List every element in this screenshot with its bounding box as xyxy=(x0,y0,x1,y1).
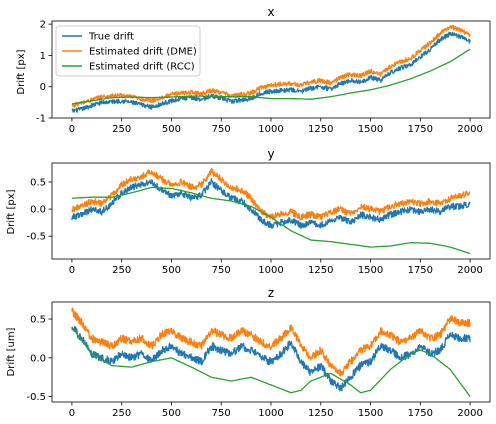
legend-label-true-drift: True drift xyxy=(88,32,134,43)
panel-x-title: x xyxy=(267,5,274,19)
x-tick-label: 0 xyxy=(69,124,75,135)
y-tick-label: -0.5 xyxy=(26,392,46,403)
x-tick-label: 1750 xyxy=(408,124,433,135)
panel-y-ylabel: Drift [px] xyxy=(6,189,17,234)
legend-label-dme: Estimated drift (DME) xyxy=(89,47,197,58)
y-tick-label: -1 xyxy=(36,114,46,125)
x-tick-label: 500 xyxy=(162,265,181,276)
panel-x: x Drift [px] 0 250 500 750 1000 1250 1500 1750 2… xyxy=(16,5,491,135)
panel-z-plot: 0 250 500 750 1000 1250 1500 1750 2000 -0.5 0.0 0.5 xyxy=(26,301,491,419)
series-line-estimated-drift-rcc xyxy=(71,326,471,397)
x-tick-label: 1000 xyxy=(258,408,283,419)
x-tick-label: 750 xyxy=(212,124,231,135)
y-tick-label: 0.0 xyxy=(30,353,46,364)
panel-x-series xyxy=(71,24,471,113)
y-tick-label: 0.5 xyxy=(30,177,46,188)
x-tick-label: 500 xyxy=(162,408,181,419)
x-tick-label: 750 xyxy=(212,265,231,276)
y-tick-label: 0.0 xyxy=(30,205,46,216)
x-tick-label: 1000 xyxy=(258,265,283,276)
x-tick-label: 2000 xyxy=(457,265,482,276)
series-line-true-drift xyxy=(71,325,471,392)
panel-x-plot: 0 250 500 750 1000 1250 1500 1750 2000 -1 0 1 2 xyxy=(36,20,491,135)
y-tick-label: -0.5 xyxy=(26,232,46,243)
x-tick-label: 250 xyxy=(112,124,131,135)
panel-y-series xyxy=(71,167,471,255)
x-tick-label: 750 xyxy=(212,408,231,419)
panel-z-ylabel: Drift [um] xyxy=(6,327,17,376)
y-tick-label: 0.5 xyxy=(30,315,46,326)
x-tick-label: 1750 xyxy=(408,265,433,276)
x-tick-label: 500 xyxy=(162,124,181,135)
panel-y-title: y xyxy=(267,147,274,161)
y-tick-label: 1 xyxy=(40,51,46,62)
series-line-estimated-drift-dme xyxy=(71,307,471,377)
panel-y: y Drift [px] 0 250 500 750 1000 1250 1500 1750 2… xyxy=(6,147,491,276)
legend: True drift Estimated drift (DME) Estimat… xyxy=(55,25,201,77)
x-tick-label: 0 xyxy=(69,265,75,276)
x-tick-label: 0 xyxy=(69,408,75,419)
series-line-estimated-drift-rcc xyxy=(71,48,471,105)
series-line-estimated-drift-rcc xyxy=(71,186,471,255)
panel-y-plot: 0 250 500 750 1000 1250 1500 1750 2000 -0.5 0.0 0.5 xyxy=(26,162,491,276)
legend-label-rcc: Estimated drift (RCC) xyxy=(89,62,195,73)
x-tick-label: 1000 xyxy=(258,124,283,135)
x-tick-label: 250 xyxy=(112,408,131,419)
x-tick-label: 1250 xyxy=(308,124,333,135)
panel-z-title: z xyxy=(268,286,274,300)
x-tick-label: 2000 xyxy=(457,408,482,419)
x-tick-label: 1500 xyxy=(358,124,383,135)
series-line-true-drift xyxy=(71,178,471,229)
x-tick-label: 1500 xyxy=(358,265,383,276)
legend-box xyxy=(55,25,201,77)
panel-z: z Drift [um] 0 250 500 750 1000 1250 1500 1750 2… xyxy=(6,286,491,419)
series-line-estimated-drift-dme xyxy=(71,167,471,221)
x-tick-label: 250 xyxy=(112,265,131,276)
y-tick-label: 2 xyxy=(40,20,46,31)
panel-x-ylabel: Drift [px] xyxy=(16,49,27,94)
x-tick-label: 1250 xyxy=(308,265,333,276)
series-line-true-drift xyxy=(71,31,471,113)
x-tick-label: 1500 xyxy=(358,408,383,419)
y-tick-label: 0 xyxy=(40,82,46,93)
panel-z-series xyxy=(71,307,471,397)
x-tick-label: 1750 xyxy=(408,408,433,419)
x-tick-label: 2000 xyxy=(457,124,482,135)
x-tick-label: 1250 xyxy=(308,408,333,419)
